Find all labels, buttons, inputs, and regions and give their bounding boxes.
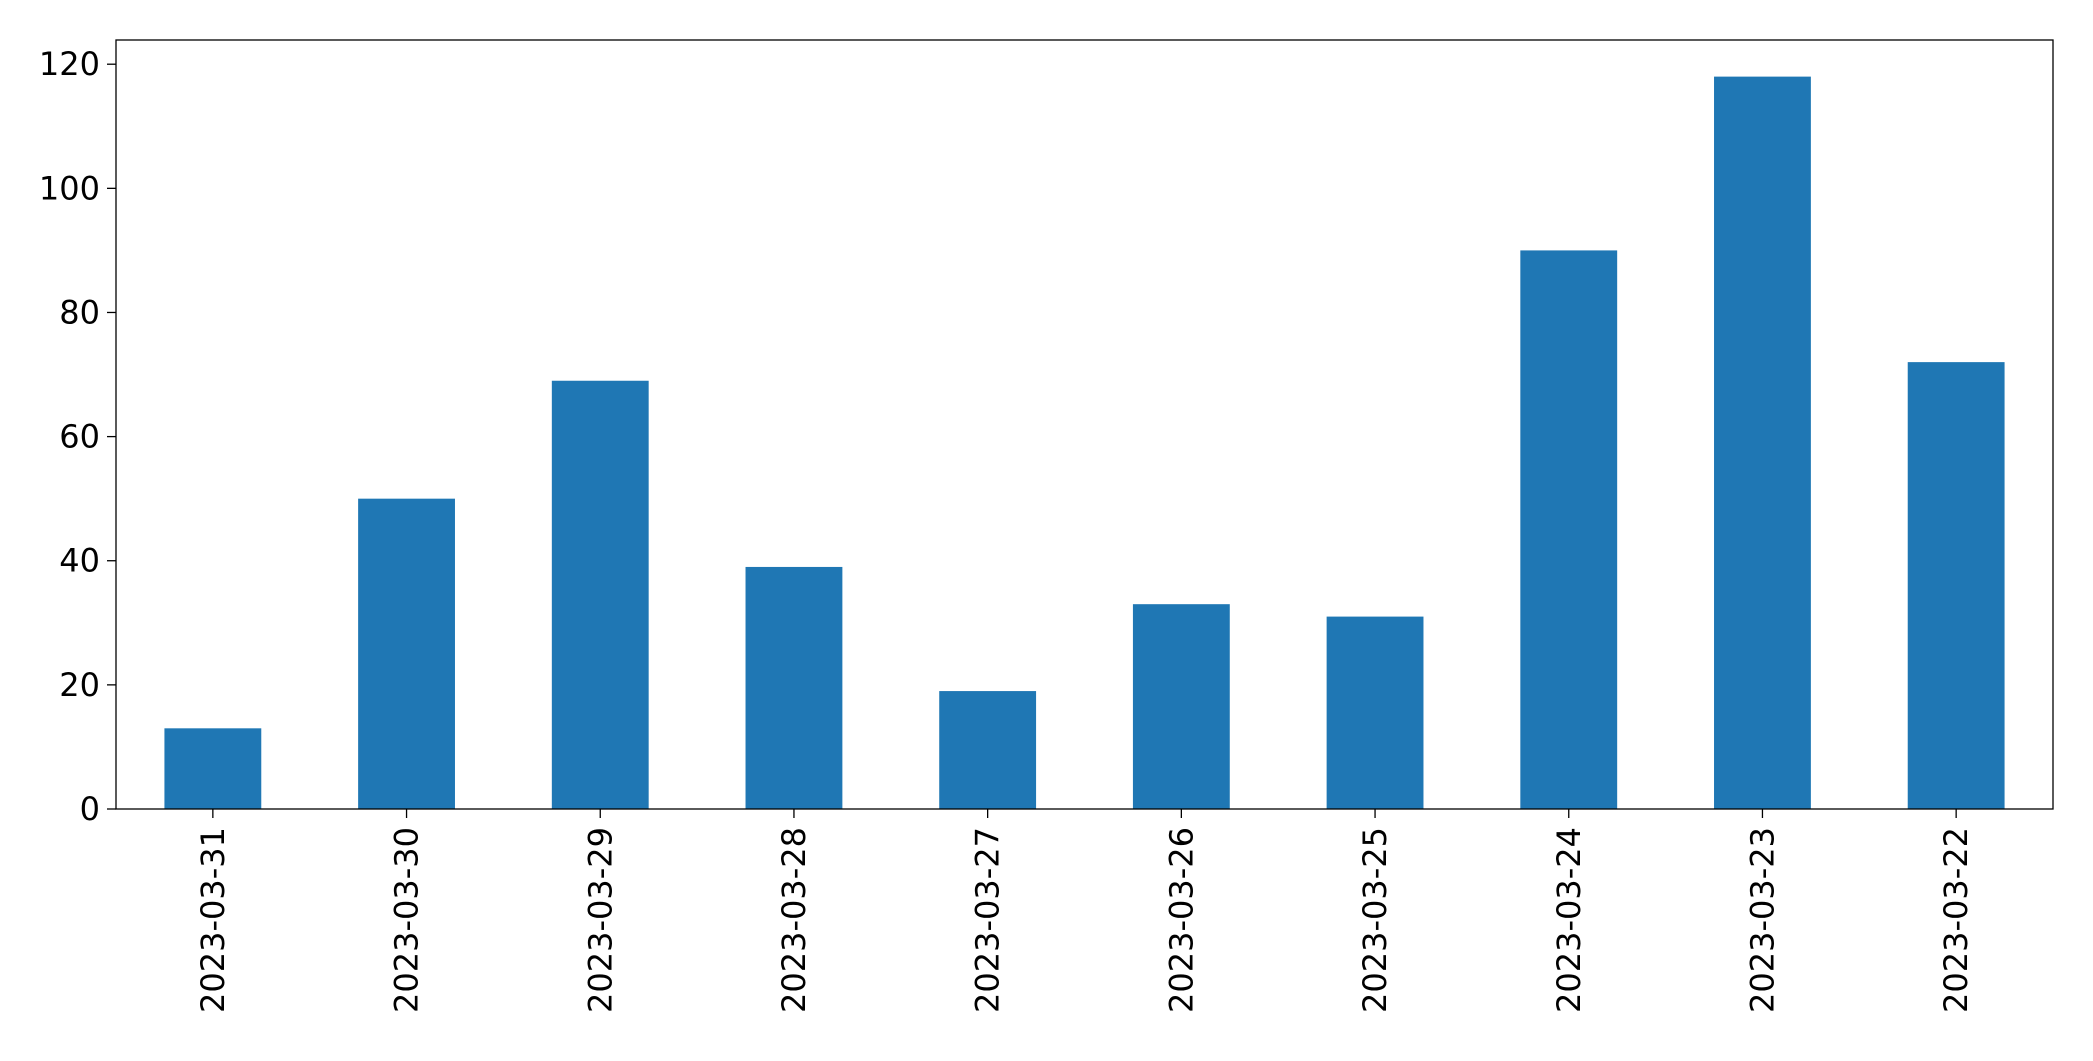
x-tick-label: 2023-03-26 bbox=[1162, 827, 1200, 1013]
x-tick-label: 2023-03-27 bbox=[969, 827, 1007, 1013]
x-tick-label: 2023-03-28 bbox=[775, 827, 813, 1013]
x-tick-label: 2023-03-30 bbox=[388, 827, 426, 1013]
bar bbox=[164, 728, 262, 809]
x-tick-label: 2023-03-29 bbox=[581, 827, 619, 1013]
bar bbox=[1132, 604, 1230, 809]
y-tick-label: 60 bbox=[59, 418, 100, 456]
x-tick-label: 2023-03-31 bbox=[194, 827, 232, 1013]
bar bbox=[1714, 76, 1811, 810]
axes-frame bbox=[115, 39, 2054, 810]
bar bbox=[1520, 250, 1618, 809]
y-tick-label: 120 bbox=[39, 45, 100, 83]
y-tick-label: 20 bbox=[59, 666, 100, 704]
y-tick-label: 0 bbox=[80, 790, 100, 828]
x-tick-label: 2023-03-25 bbox=[1356, 827, 1394, 1013]
x-tick-label: 2023-03-23 bbox=[1743, 827, 1781, 1013]
bar bbox=[1326, 616, 1424, 809]
bar bbox=[745, 566, 843, 809]
y-tick-label: 80 bbox=[59, 293, 100, 331]
x-tick-label: 2023-03-24 bbox=[1550, 827, 1588, 1013]
bar bbox=[358, 498, 455, 809]
bar bbox=[939, 691, 1037, 809]
bar bbox=[1907, 362, 2005, 809]
y-tick-label: 40 bbox=[59, 542, 100, 580]
bar bbox=[551, 380, 649, 809]
x-tick-label: 2023-03-22 bbox=[1937, 827, 1975, 1013]
y-tick-label: 100 bbox=[39, 169, 100, 207]
